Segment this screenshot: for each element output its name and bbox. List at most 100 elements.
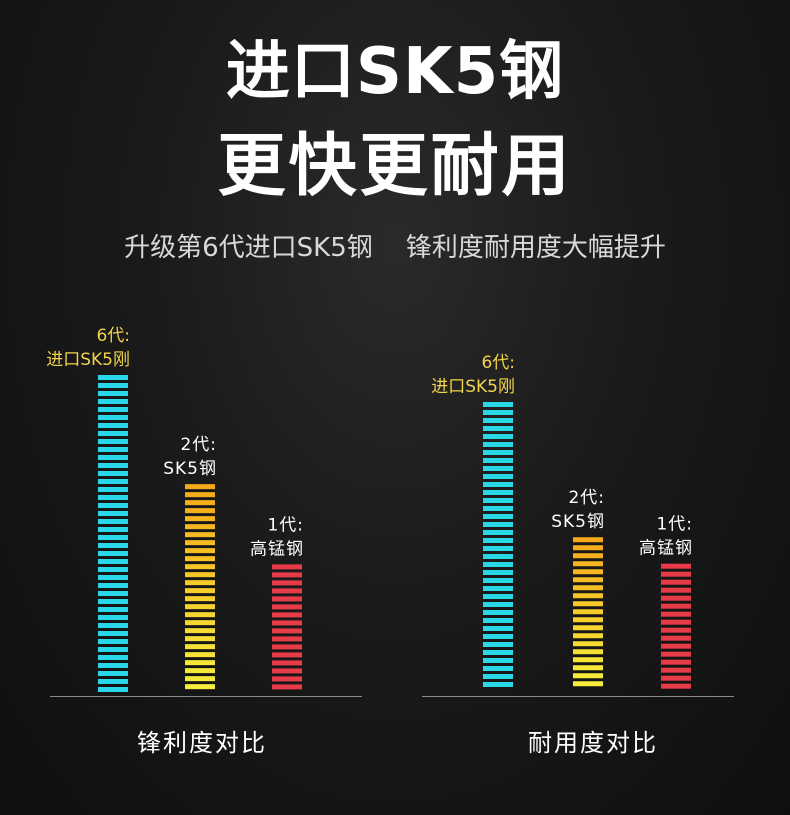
bar-stripe: [272, 612, 302, 618]
bar-stripe: [573, 681, 603, 687]
bar-stripe: [661, 595, 691, 601]
main-title-line2: 更快更耐用: [217, 127, 573, 206]
bar-stripe: [98, 439, 128, 444]
bar-stripe: [98, 431, 128, 436]
bar-stripe: [573, 641, 603, 647]
bar-stripe: [483, 674, 513, 679]
bar-stripe: [573, 625, 603, 631]
bar-stripe: [483, 682, 513, 687]
bar-stripe: [185, 660, 215, 666]
bar-stripe: [483, 666, 513, 671]
bar-stripe: [661, 587, 691, 593]
bar-stripe: [98, 511, 128, 516]
bar-stripe: [483, 538, 513, 543]
bar-stripe: [185, 604, 215, 610]
bar-stripe: [98, 503, 128, 508]
bar-stripe: [98, 583, 128, 588]
bar-stripe: [98, 591, 128, 596]
bar-stripe: [98, 631, 128, 636]
bar-stripe: [185, 580, 215, 586]
bar-stripe: [661, 579, 691, 585]
bar-stripe: [185, 516, 215, 522]
main-title-line1: 进口SK5钢: [225, 35, 565, 109]
bar-stripe: [483, 634, 513, 639]
bar-stripe: [573, 577, 603, 583]
bar-stripe: [483, 506, 513, 511]
bar-stripe: [185, 500, 215, 506]
bar-stripe: [573, 553, 603, 559]
bar-1: [483, 402, 513, 687]
bar-stripe: [573, 609, 603, 615]
bar-stripe: [483, 434, 513, 439]
bar-stripe: [272, 564, 302, 570]
bar-stripe: [185, 636, 215, 642]
bar-label: 高锰钢: [639, 539, 693, 559]
bar-stripe: [483, 610, 513, 615]
bar-stripe: [483, 546, 513, 551]
bar-stripe: [98, 535, 128, 540]
bar-stripe: [483, 450, 513, 455]
bar-stripe: [483, 642, 513, 647]
bar-stripe: [98, 639, 128, 644]
bar-stripe: [185, 684, 215, 690]
bar-stripe: [483, 618, 513, 623]
bar-stripe: [272, 572, 302, 578]
bar-stripe: [98, 519, 128, 524]
bar-stripe: [483, 498, 513, 503]
bar-stripe: [98, 615, 128, 620]
bar-stripe: [185, 668, 215, 674]
bar-label: 高锰钢: [250, 539, 304, 559]
bar-stripe: [483, 514, 513, 519]
bar-stripe: [98, 647, 128, 652]
bar-2: [573, 537, 603, 687]
bar-stripe: [185, 612, 215, 618]
bar-stripe: [661, 683, 691, 689]
bar-stripe: [185, 676, 215, 682]
bar-stripe: [573, 617, 603, 623]
bar-stripe: [272, 596, 302, 602]
bar-stripe: [661, 643, 691, 649]
bar-stripe: [185, 524, 215, 530]
bar-stripe: [98, 575, 128, 580]
bar-stripe: [573, 545, 603, 551]
bar-stripe: [483, 650, 513, 655]
chart-title: 耐用度对比: [528, 729, 658, 757]
bar-stripe: [98, 455, 128, 460]
bar-stripe: [98, 423, 128, 428]
bar-stripe: [185, 492, 215, 498]
bar-stripe: [98, 375, 128, 380]
bar-stripe: [98, 663, 128, 668]
bar-stripe: [185, 596, 215, 602]
bar-stripe: [185, 572, 215, 578]
bar-stripe: [98, 671, 128, 676]
bar-label: 2代:: [180, 435, 217, 455]
bar-stripe: [98, 687, 128, 692]
bar-stripe: [661, 651, 691, 657]
bar-stripe: [185, 564, 215, 570]
bar-stripe: [661, 611, 691, 617]
bar-stripe: [98, 543, 128, 548]
bar-label: 6代:: [96, 326, 130, 346]
bar-stripe: [573, 569, 603, 575]
bar-stripe: [483, 426, 513, 431]
bar-stripe: [483, 490, 513, 495]
bar-stripe: [661, 675, 691, 681]
bar-stripe: [661, 627, 691, 633]
bar-stripe: [272, 580, 302, 586]
bar-stripe: [98, 391, 128, 396]
bar-stripe: [573, 665, 603, 671]
bar-stripe: [98, 447, 128, 452]
subtitle: 升级第6代进口SK5钢 锋利度耐用度大幅提升: [124, 233, 666, 263]
bar-stripe: [98, 479, 128, 484]
bar-stripe: [185, 484, 215, 490]
bar-stripe: [272, 668, 302, 674]
bar-label: 进口SK5刚: [46, 350, 130, 370]
bar-stripe: [98, 623, 128, 628]
bar-stripe: [661, 667, 691, 673]
bar-stripe: [185, 556, 215, 562]
bar-stripe: [483, 562, 513, 567]
bar-stripe: [98, 495, 128, 500]
bar-stripe: [98, 463, 128, 468]
